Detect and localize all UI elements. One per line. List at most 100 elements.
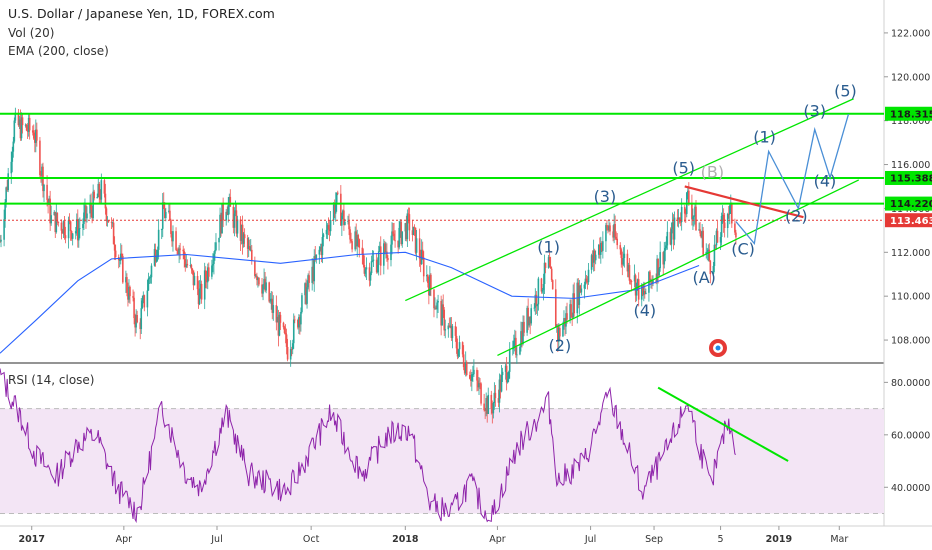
candle-body — [107, 220, 110, 223]
level-price-label: 114.220 — [890, 199, 932, 210]
candle-body — [641, 285, 644, 295]
candle-body — [372, 259, 375, 261]
candle-body — [702, 230, 704, 255]
candle-body — [645, 292, 647, 295]
candle-body — [11, 151, 14, 162]
candle-body — [68, 220, 71, 222]
volume-legend[interactable]: Vol (20) — [8, 26, 55, 40]
candle-body — [63, 221, 66, 236]
candle-body — [592, 250, 595, 263]
candle-body — [278, 314, 281, 336]
candle-body — [50, 215, 52, 224]
candle-body — [48, 198, 50, 205]
candle-body — [53, 211, 56, 216]
candle-body — [594, 254, 597, 261]
candle-body — [483, 403, 485, 411]
candle-body — [249, 249, 252, 251]
candle-body — [243, 234, 246, 239]
candle-body — [699, 229, 701, 234]
candle-body — [315, 254, 318, 260]
candle-body — [64, 235, 67, 239]
candle-body — [722, 214, 725, 223]
candle-body — [334, 202, 337, 214]
candle-body — [494, 392, 497, 399]
ema-legend[interactable]: EMA (200, close) — [8, 44, 109, 58]
candle-body — [82, 223, 84, 229]
candle-body — [5, 187, 7, 203]
candle-body — [735, 232, 737, 238]
candle-body — [247, 246, 250, 249]
candle-body — [279, 314, 282, 323]
candle-body — [694, 206, 696, 216]
candle-body — [70, 231, 73, 239]
candle-body — [190, 265, 193, 269]
candle-body — [728, 205, 731, 215]
candle-body — [197, 289, 200, 305]
candle-body — [716, 230, 719, 243]
candle-body — [17, 112, 20, 126]
candle-body — [478, 383, 480, 388]
candle-body — [172, 231, 174, 242]
candle-body — [566, 313, 568, 320]
candle-body — [61, 230, 64, 234]
candle-body — [628, 265, 631, 281]
wave-label: (5) — [834, 82, 857, 101]
candle-body — [400, 221, 403, 245]
candle-body — [221, 203, 223, 234]
candle-body — [118, 260, 121, 261]
candle-body — [199, 283, 202, 289]
candle-body — [55, 212, 58, 233]
candle-body — [657, 258, 659, 276]
candle-body — [219, 214, 221, 238]
candle-body — [472, 374, 474, 375]
candle-body — [464, 362, 467, 374]
candle-body — [688, 190, 690, 204]
candle-body — [616, 238, 618, 246]
candle-body — [255, 275, 257, 277]
candle-body — [160, 228, 163, 230]
candle-body — [563, 318, 565, 326]
candle-body — [250, 249, 253, 261]
wave-label: (3) — [803, 101, 826, 120]
candle-body — [175, 231, 177, 250]
candle-body — [677, 217, 680, 220]
candle-body — [141, 300, 144, 309]
candle-body — [471, 374, 473, 381]
candle-body — [276, 316, 279, 323]
candle-body — [613, 223, 615, 238]
candle-body — [404, 223, 407, 232]
candle-body — [652, 280, 654, 284]
candle-body — [232, 206, 235, 228]
candle-body — [235, 210, 238, 234]
candle-body — [557, 325, 559, 342]
candle-body — [305, 283, 307, 304]
candle-body — [477, 380, 479, 388]
rsi-band — [0, 408, 884, 514]
candle-body — [46, 184, 48, 200]
time-tick-label: Apr — [116, 534, 133, 545]
candle-body — [542, 284, 545, 290]
wave-label: (3) — [594, 187, 617, 206]
candle-body — [254, 260, 256, 276]
candle-body — [6, 187, 8, 191]
candle-body — [590, 255, 593, 270]
candle-body — [13, 120, 16, 142]
candle-body — [397, 240, 399, 248]
candle-body — [354, 231, 356, 250]
candle-body — [450, 325, 453, 338]
candle-body — [291, 343, 294, 350]
candle-body — [179, 248, 181, 250]
candle-body — [506, 379, 509, 383]
candle-body — [263, 278, 265, 285]
candle-body — [426, 274, 428, 277]
candle-body — [707, 249, 710, 252]
candle-body — [242, 234, 245, 244]
candle-body — [408, 214, 411, 231]
candle-body — [200, 283, 203, 300]
candle-body — [113, 244, 116, 251]
candle-body — [148, 277, 151, 279]
candle-body — [448, 325, 451, 327]
channel-line — [405, 98, 854, 302]
rsi-legend[interactable]: RSI (14, close) — [8, 373, 95, 387]
